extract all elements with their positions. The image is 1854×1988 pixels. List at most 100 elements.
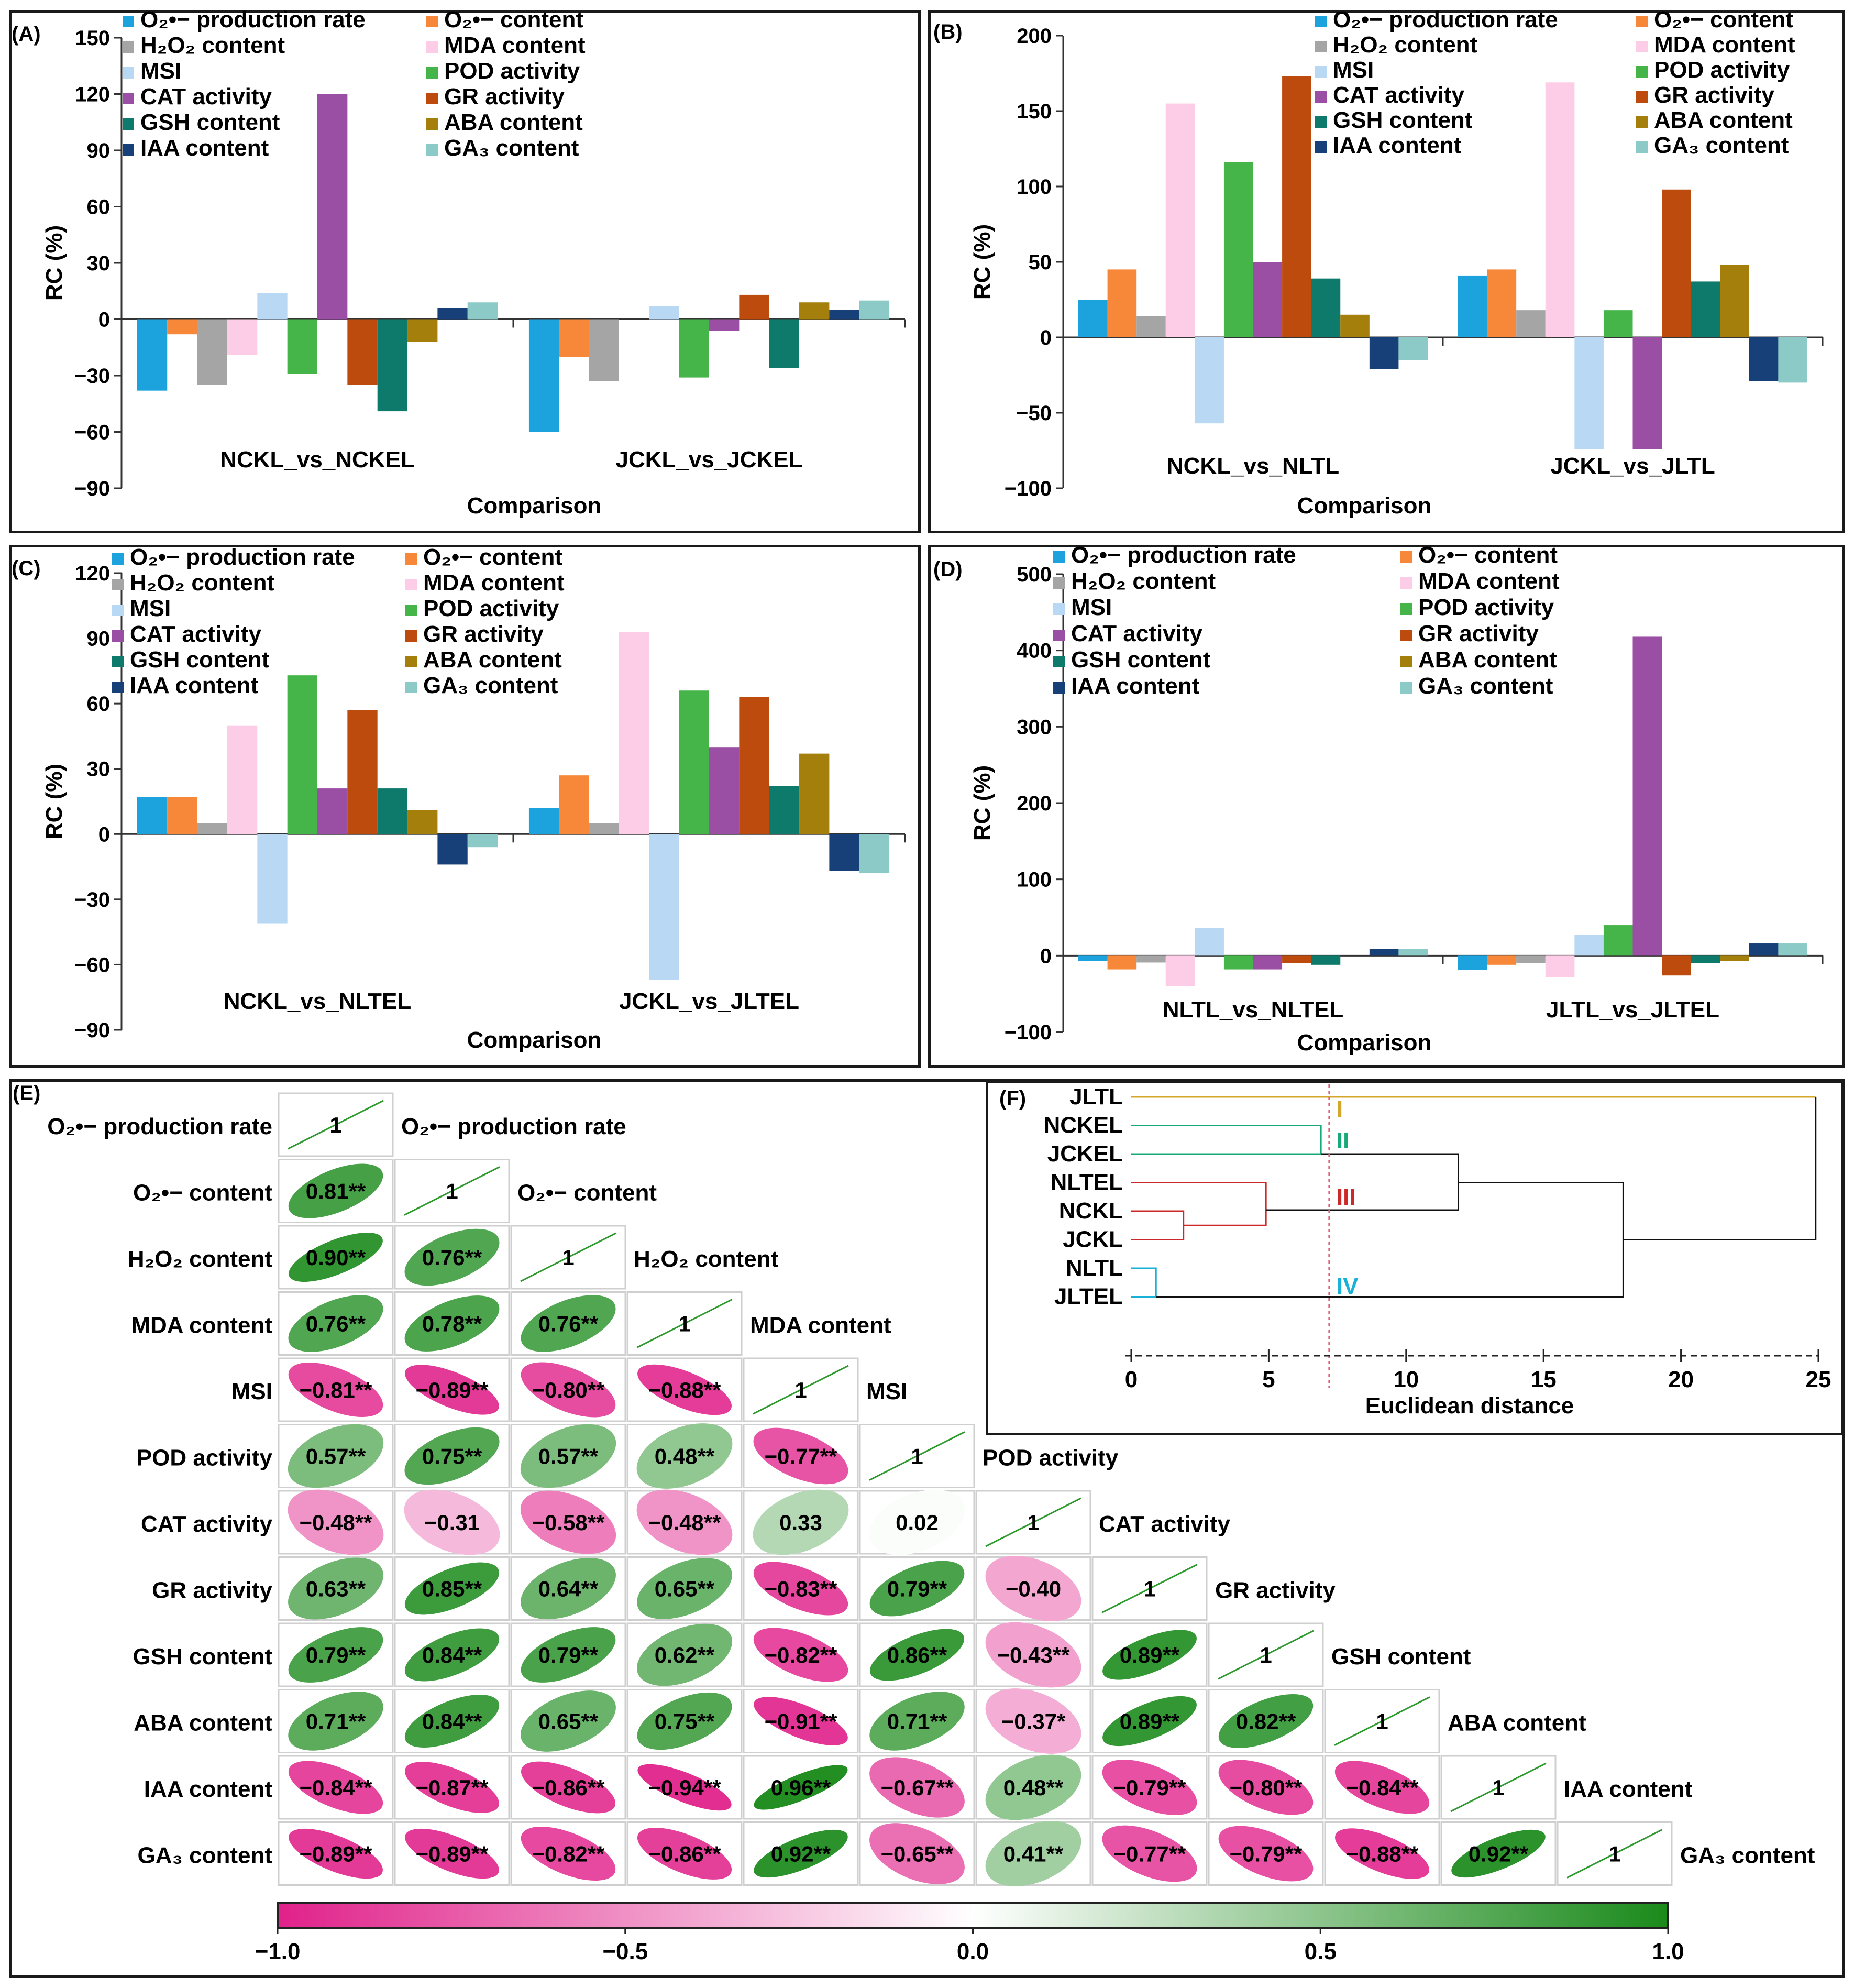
bar-c-msi: [257, 834, 288, 924]
x-tick-label-f: 25: [1806, 1367, 1831, 1392]
corr-value: −0.79**: [1230, 1842, 1303, 1866]
colorbar-tick-label: 1.0: [1652, 1939, 1684, 1964]
corr-value: −0.84**: [1346, 1775, 1419, 1800]
corr-value: 0.75**: [422, 1444, 482, 1469]
legend-label-b-msi: MSI: [1333, 57, 1374, 83]
diagonal-line: [1450, 1762, 1547, 1813]
legend-swatch-d-pod: [1400, 603, 1412, 615]
y-tick-label-b: 200: [1017, 25, 1052, 48]
legend-swatch-b-o2_content: [1636, 16, 1648, 27]
corr-ellipse: [1335, 1828, 1429, 1879]
bar-a-cat: [317, 94, 348, 320]
corr-ellipse: [288, 1557, 383, 1620]
colorbar: [277, 1902, 1669, 1929]
bar-a-msi: [649, 306, 679, 320]
legend-swatch-b-h2o2: [1315, 41, 1327, 52]
y-tick-label-a: 120: [75, 83, 110, 106]
leaf-label: NLTL: [1066, 1255, 1123, 1281]
y-tick-label-a: −60: [74, 421, 110, 444]
corr-value: −0.86**: [648, 1842, 722, 1866]
bar-a-gsh: [377, 319, 408, 412]
legend-swatch-d-gr: [1400, 630, 1412, 641]
bar-c-iaa: [829, 834, 859, 871]
dendrogram-link: [1131, 1267, 1157, 1298]
corr-ellipse: [1102, 1696, 1197, 1747]
row-label: H₂O₂ content: [128, 1246, 273, 1272]
y-tick-label-d: 500: [1017, 563, 1052, 586]
legend-label-b-h2o2: H₂O₂ content: [1333, 32, 1478, 58]
corr-ellipse: [520, 1424, 616, 1488]
corr-value: 0.76**: [306, 1312, 366, 1336]
legend-label-c-pod: POD activity: [423, 596, 559, 621]
legend-label-d-o2_rate: O₂•− production rate: [1071, 542, 1296, 568]
bar-a-o2_rate: [528, 319, 559, 432]
bar-a-gr: [347, 319, 378, 385]
row-label: O₂•− production rate: [47, 1114, 272, 1139]
legend-label-a-cat: CAT activity: [140, 84, 272, 109]
y-tick-label-c: 30: [87, 758, 111, 781]
corr-value: 0.92**: [771, 1842, 831, 1866]
corr-value: −0.48**: [648, 1510, 722, 1535]
legend-swatch-d-mda: [1400, 577, 1412, 589]
bar-c-ga3: [859, 834, 890, 874]
corr-value: −0.48**: [300, 1510, 373, 1535]
legend-label-b-iaa: IAA content: [1333, 133, 1462, 158]
bar-a-msi: [257, 293, 288, 320]
diagonal-line: [1334, 1696, 1430, 1746]
corr-ellipse: [869, 1629, 965, 1681]
legend-label-c-o2_content: O₂•− content: [423, 544, 562, 570]
bar-a-ga3: [859, 300, 890, 320]
bar-a-gsh: [769, 319, 800, 368]
bar-c-gr: [347, 710, 378, 834]
legend-label-b-o2_content: O₂•− content: [1654, 7, 1793, 32]
corr-value: −0.77**: [1113, 1842, 1187, 1866]
bar-c-pod: [679, 690, 709, 834]
legend-swatch-c-gr: [405, 630, 417, 642]
corr-ellipse: [869, 1757, 965, 1818]
legend-swatch-d-h2o2: [1053, 577, 1065, 589]
corr-value: 1: [446, 1179, 458, 1204]
bar-d-gr: [1282, 955, 1311, 963]
leaf-label: JCKL: [1063, 1227, 1123, 1253]
bar-b-o2_content: [1487, 269, 1517, 337]
column-label: CAT activity: [1099, 1511, 1231, 1537]
legend-swatch-b-aba: [1636, 116, 1648, 128]
legend-swatch-c-o2_rate: [112, 553, 124, 565]
column-label: H₂O₂ content: [634, 1246, 779, 1272]
corr-ellipse: [404, 1628, 500, 1682]
bar-b-gr: [1282, 76, 1311, 337]
y-tick-label-a: 60: [87, 196, 111, 219]
corr-value: 0.75**: [655, 1709, 715, 1734]
diagonal-line: [1101, 1564, 1198, 1613]
diagonal-line: [404, 1166, 500, 1216]
corr-value: −0.84**: [300, 1775, 373, 1800]
bar-d-cat: [1253, 955, 1283, 970]
category-label-d: JLTL_vs_JLTEL: [1546, 997, 1719, 1023]
legend-label-d-o2_content: O₂•− content: [1418, 542, 1558, 568]
legend-swatch-a-msi: [123, 67, 134, 79]
legend-swatch-c-o2_content: [405, 553, 417, 565]
corr-value: 1: [1027, 1510, 1039, 1535]
panel-a: [9, 10, 921, 533]
bar-b-aba: [1720, 265, 1749, 337]
x-axis-label-a: Comparison: [467, 493, 602, 519]
bar-c-pod: [287, 675, 317, 834]
panel-tag-a: (A): [12, 23, 41, 46]
x-axis-label-b: Comparison: [1297, 493, 1432, 519]
legend-swatch-b-gsh: [1315, 116, 1327, 128]
corr-value: 1: [1260, 1643, 1272, 1667]
corr-value: 0.89**: [1120, 1643, 1180, 1667]
corr-value: 1: [678, 1312, 690, 1336]
legend-label-d-gr: GR activity: [1418, 621, 1539, 646]
corr-value: 0.62**: [655, 1643, 715, 1667]
bar-a-o2_content: [559, 319, 589, 357]
y-tick-label-a: 0: [98, 309, 110, 332]
bar-b-cat: [1253, 262, 1283, 337]
corr-value: −0.37*: [1001, 1709, 1066, 1734]
corr-value: 0.96**: [771, 1775, 831, 1800]
dendrogram-link: [1131, 1125, 1322, 1155]
legend-label-b-aba: ABA content: [1654, 107, 1793, 133]
dendrogram-link: [1131, 1210, 1185, 1240]
corr-ellipse: [405, 1365, 499, 1415]
